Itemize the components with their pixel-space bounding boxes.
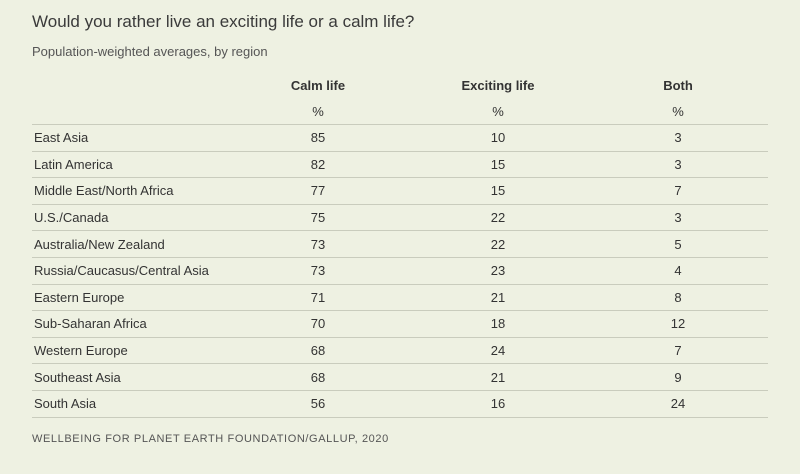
- value-both: 8: [588, 283, 768, 311]
- unit-row: % % %: [32, 98, 768, 125]
- value-exciting-life: 16: [408, 389, 588, 418]
- header-row: Calm life Exciting life Both: [32, 72, 768, 98]
- value-calm-life: 85: [228, 124, 408, 152]
- table-row: Middle East/North Africa 77 15 7: [32, 177, 768, 205]
- value-exciting-life: 10: [408, 124, 588, 152]
- table-body: East Asia 85 10 3 Latin America 82 15 3 Middle E…: [32, 124, 768, 418]
- region-label: Sub-Saharan Africa: [32, 310, 228, 338]
- value-both: 3: [588, 150, 768, 178]
- value-calm-life: 75: [228, 203, 408, 231]
- table-row: Western Europe 68 24 7: [32, 336, 768, 364]
- value-both: 5: [588, 230, 768, 258]
- value-calm-life: 73: [228, 230, 408, 258]
- value-both: 3: [588, 203, 768, 231]
- region-label: Latin America: [32, 150, 228, 178]
- table-row: South Asia 56 16 24: [32, 389, 768, 418]
- region-label: Western Europe: [32, 336, 228, 364]
- column-header-both: Both: [663, 77, 693, 93]
- column-unit-exciting-life: %: [492, 103, 504, 119]
- table-row: Eastern Europe 71 21 8: [32, 283, 768, 311]
- region-label: U.S./Canada: [32, 203, 228, 231]
- region-header: [32, 72, 228, 98]
- region-label: South Asia: [32, 389, 228, 418]
- column-header-calm-life: Calm life: [290, 77, 346, 93]
- value-both: 9: [588, 363, 768, 391]
- data-table: Calm life Exciting life Both % % % East …: [32, 72, 768, 418]
- table-row: Russia/Caucasus/Central Asia 73 23 4: [32, 256, 768, 285]
- value-calm-life: 73: [228, 256, 408, 285]
- value-calm-life: 56: [228, 389, 408, 418]
- value-exciting-life: 21: [408, 363, 588, 391]
- value-calm-life: 68: [228, 363, 408, 391]
- region-label: Eastern Europe: [32, 283, 228, 311]
- value-exciting-life: 24: [408, 336, 588, 364]
- value-both: 3: [588, 124, 768, 152]
- value-calm-life: 82: [228, 150, 408, 178]
- value-exciting-life: 18: [408, 310, 588, 338]
- value-both: 4: [588, 256, 768, 285]
- value-exciting-life: 22: [408, 230, 588, 258]
- value-both: 7: [588, 336, 768, 364]
- value-both: 24: [588, 389, 768, 418]
- value-both: 7: [588, 177, 768, 205]
- value-exciting-life: 15: [408, 177, 588, 205]
- source-note: WELLBEING FOR PLANET EARTH FOUNDATION/GA…: [32, 433, 389, 445]
- value-exciting-life: 15: [408, 150, 588, 178]
- region-unit-cell: [32, 98, 228, 125]
- value-calm-life: 71: [228, 283, 408, 311]
- value-calm-life: 70: [228, 310, 408, 338]
- table-row: Latin America 82 15 3: [32, 150, 768, 178]
- value-exciting-life: 21: [408, 283, 588, 311]
- table-row: Sub-Saharan Africa 70 18 12: [32, 310, 768, 338]
- region-label: Australia/New Zealand: [32, 230, 228, 258]
- table-row: U.S./Canada 75 22 3: [32, 203, 768, 231]
- table-row: Australia/New Zealand 73 22 5: [32, 230, 768, 258]
- value-exciting-life: 22: [408, 203, 588, 231]
- region-label: Southeast Asia: [32, 363, 228, 391]
- column-unit-both: %: [672, 103, 684, 119]
- region-label: Middle East/North Africa: [32, 177, 228, 205]
- chart-title: Would you rather live an exciting life o…: [32, 12, 415, 31]
- value-calm-life: 68: [228, 336, 408, 364]
- chart-subtitle: Population-weighted averages, by region: [32, 44, 268, 59]
- value-exciting-life: 23: [408, 256, 588, 285]
- column-unit-calm-life: %: [312, 103, 324, 119]
- column-header-exciting-life: Exciting life: [461, 77, 535, 93]
- table-row: East Asia 85 10 3: [32, 124, 768, 152]
- value-calm-life: 77: [228, 177, 408, 205]
- region-label: Russia/Caucasus/Central Asia: [32, 256, 228, 285]
- table-row: Southeast Asia 68 21 9: [32, 363, 768, 391]
- value-both: 12: [588, 310, 768, 338]
- region-label: East Asia: [32, 124, 228, 152]
